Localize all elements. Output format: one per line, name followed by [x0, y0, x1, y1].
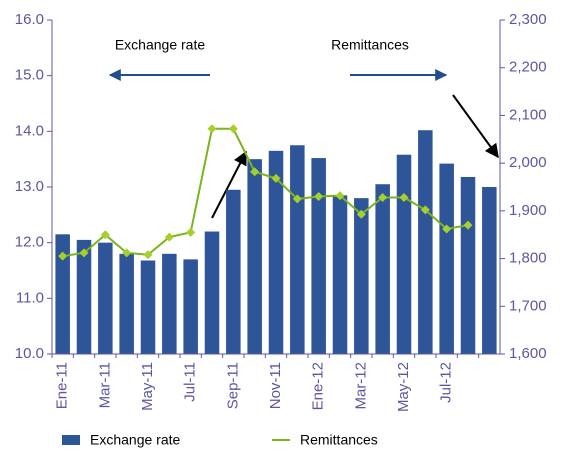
bar: [183, 259, 198, 354]
bar: [140, 260, 156, 354]
bar: [439, 163, 454, 354]
line-marker: [420, 205, 430, 215]
line-marker: [100, 230, 110, 240]
x-tick-label: Mar-11: [96, 362, 113, 408]
y2-tick-label: 2,100: [509, 106, 547, 123]
y-tick-label: 11.0: [16, 289, 44, 306]
bar: [311, 158, 326, 354]
line-marker: [271, 173, 281, 183]
line-marker: [356, 209, 366, 219]
y2-tick-label: 1,700: [509, 297, 547, 314]
legend-label: Remittances: [300, 432, 378, 448]
y-tick-label: 15.0: [15, 67, 44, 84]
y-tick-label: 12.0: [15, 234, 44, 251]
line-marker: [207, 124, 217, 134]
line-marker: [442, 224, 452, 234]
bar: [247, 159, 262, 354]
annotation: Exchange rate: [115, 37, 205, 53]
bar: [76, 239, 92, 354]
line-marker: [250, 167, 260, 177]
x-tick-label: Nov-11: [267, 362, 284, 409]
x-tick-label: Jul-12: [438, 362, 455, 403]
y2-tick-label: 1,900: [509, 202, 547, 219]
x-tick-label: Mar-12: [352, 362, 369, 410]
y2-tick-label: 2,300: [509, 11, 547, 28]
legend-swatch: [62, 435, 80, 445]
x-tick-label: May-12: [395, 362, 412, 412]
y-tick-label: 14.0: [15, 122, 44, 139]
bar: [396, 154, 412, 354]
bar: [226, 189, 241, 354]
bar: [162, 253, 177, 354]
line-marker: [79, 248, 89, 258]
annotation-arrow: [211, 150, 247, 219]
y2-tick-label: 1,600: [509, 345, 547, 362]
bar: [119, 253, 134, 354]
y2-tick-label: 1,800: [509, 250, 547, 267]
bar: [482, 187, 497, 354]
y-tick-label: 10.0: [15, 345, 44, 362]
line-marker: [58, 251, 68, 261]
line-marker: [335, 191, 345, 201]
bar: [204, 231, 220, 354]
line-marker: [122, 248, 132, 258]
x-tick-label: Jul-11: [182, 362, 199, 402]
line-marker: [399, 192, 409, 202]
line-marker: [186, 227, 196, 237]
line-marker: [228, 124, 238, 134]
bar: [354, 198, 369, 354]
y2-tick-label: 2,200: [509, 59, 547, 76]
bar: [375, 184, 390, 354]
x-tick-label: Ene-11: [54, 362, 71, 409]
line-marker: [314, 192, 324, 202]
y-tick-label: 16.0: [15, 11, 44, 28]
x-tick-label: May-11: [139, 362, 156, 411]
bar: [418, 130, 433, 354]
bar: [460, 176, 476, 354]
line-marker: [378, 192, 388, 202]
line-marker: [143, 250, 153, 260]
annotation: Remittances: [331, 37, 409, 53]
bar: [290, 145, 305, 354]
y2-tick-label: 2,000: [509, 154, 547, 171]
bar: [268, 150, 284, 354]
line-marker: [164, 232, 174, 242]
bar: [332, 195, 348, 354]
x-tick-label: Ene-12: [310, 362, 327, 410]
legend-label: Exchange rate: [90, 432, 180, 448]
x-tick-label: Sep-11: [224, 362, 241, 409]
line-marker: [463, 220, 473, 230]
bar: [55, 234, 70, 354]
bar: [98, 242, 113, 354]
y-tick-label: 13.0: [15, 178, 44, 195]
line-marker: [292, 194, 302, 204]
annotation-arrow: [452, 94, 499, 159]
